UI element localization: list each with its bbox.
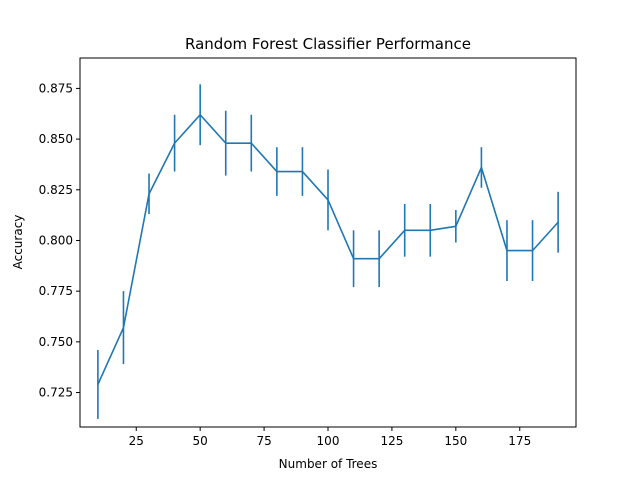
x-tick-label: 100 [317, 434, 340, 448]
y-tick-label: 0.725 [39, 386, 73, 400]
y-axis-ticks: 0.725 0.750 0.775 0.800 0.825 0.850 0.875 [39, 81, 80, 400]
x-tick-label: 150 [444, 434, 467, 448]
x-tick-label: 175 [508, 434, 531, 448]
x-tick-label: 125 [380, 434, 403, 448]
series-line [97, 113, 559, 385]
plot-frame [79, 57, 577, 428]
y-tick-label: 0.750 [39, 335, 73, 349]
y-axis-label: Accuracy [11, 215, 25, 270]
x-axis-ticks: 25 50 75 100 125 150 175 [129, 427, 531, 448]
chart-title: Random Forest Classifier Performance [185, 35, 471, 53]
x-axis-label: Number of Trees [279, 457, 378, 471]
x-tick-label: 25 [129, 434, 144, 448]
y-tick-label: 0.825 [39, 183, 73, 197]
x-tick-label: 50 [193, 434, 208, 448]
y-tick-label: 0.775 [39, 284, 73, 298]
y-tick-label: 0.800 [39, 233, 73, 247]
x-tick-label: 75 [256, 434, 271, 448]
y-tick-label: 0.875 [39, 81, 73, 95]
y-tick-label: 0.850 [39, 132, 73, 146]
